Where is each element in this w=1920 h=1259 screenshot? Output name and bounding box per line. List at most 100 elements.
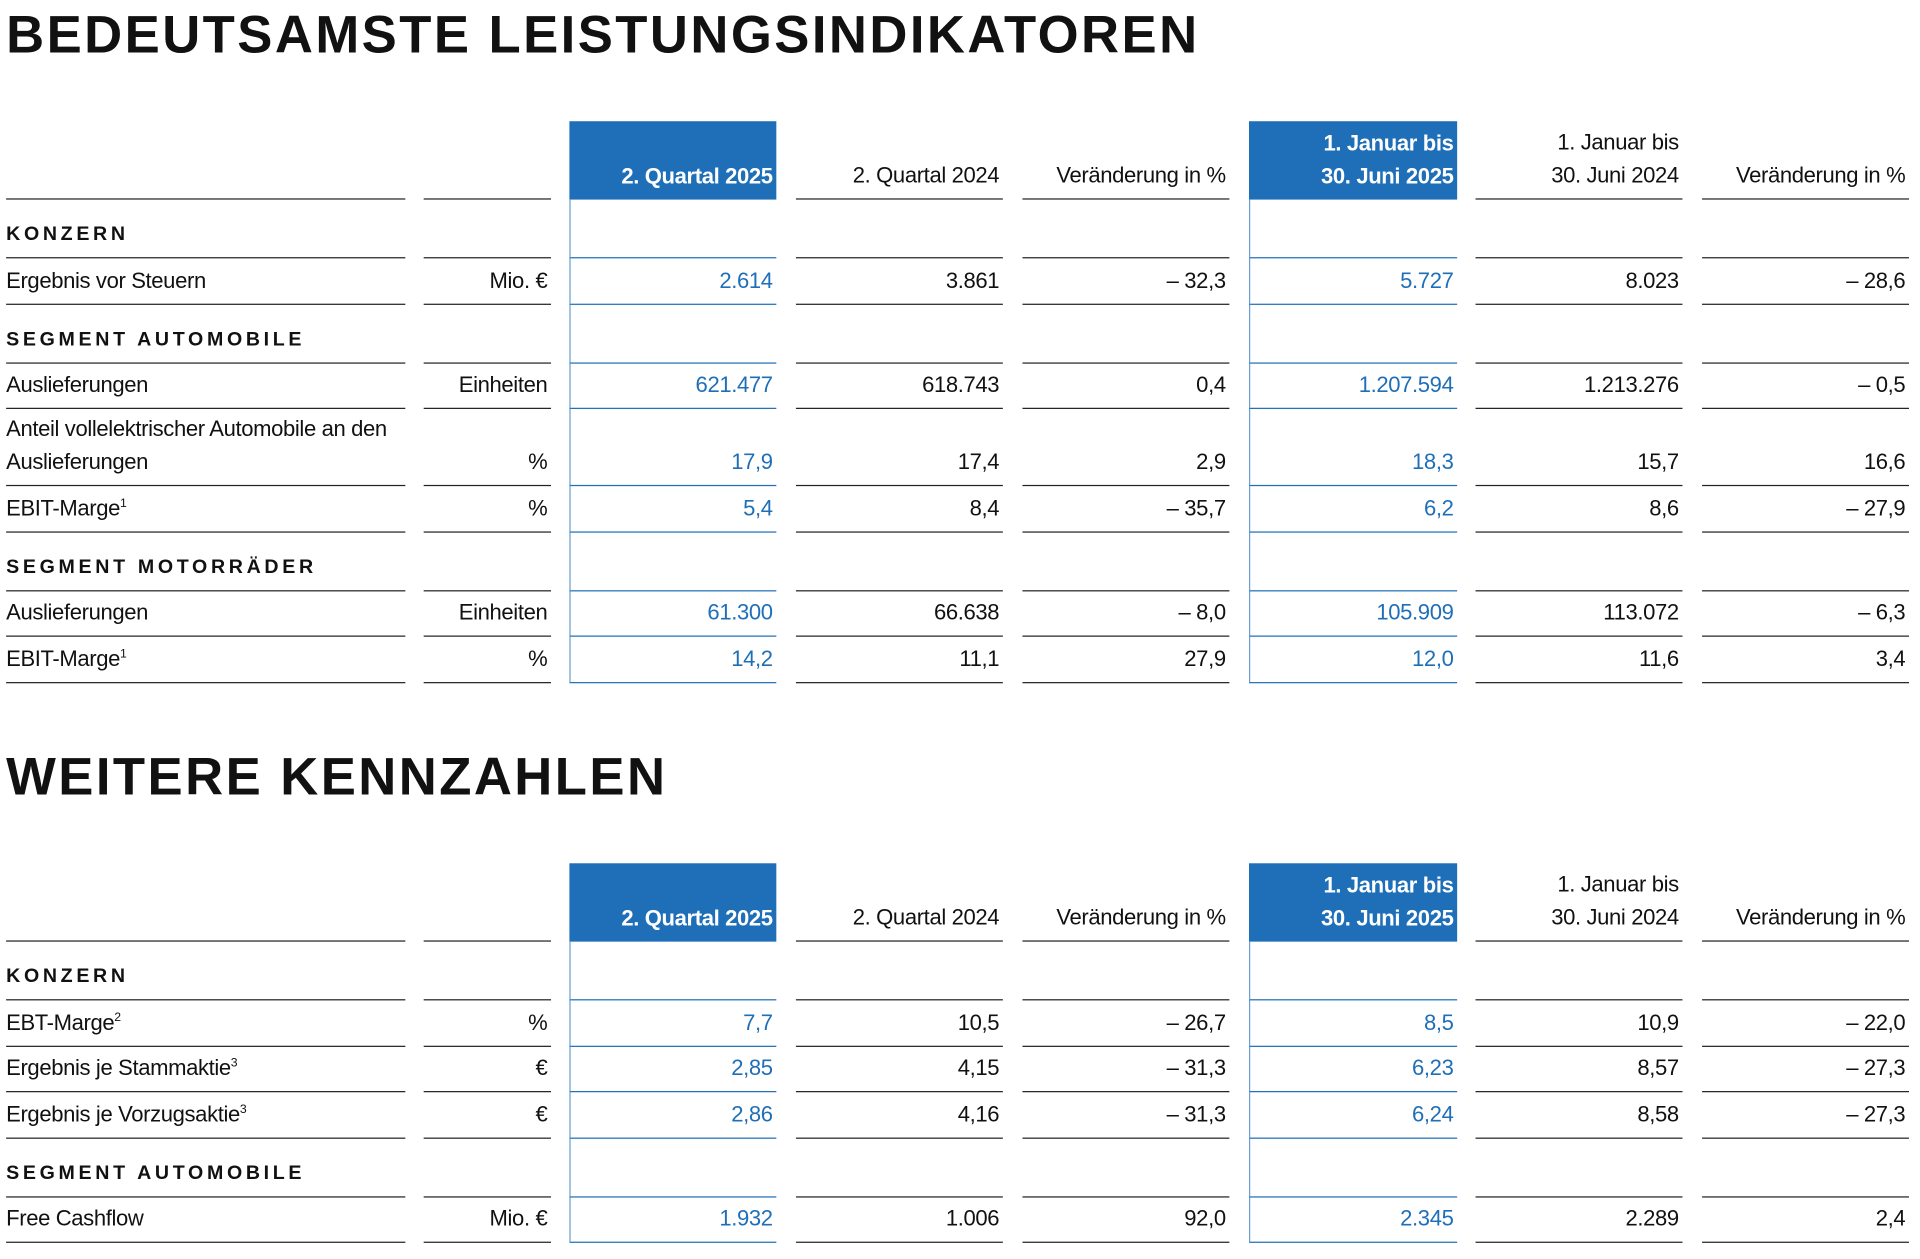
value: 1.006: [945, 1206, 1000, 1231]
header-line: 30. Juni 2024: [1551, 904, 1679, 930]
column-header: 1. Januar bis 30. Juni 2025: [1248, 121, 1458, 200]
table-cell: 17,9: [569, 408, 777, 487]
group-cell: [1248, 199, 1458, 259]
unit: Mio. €: [489, 1206, 548, 1231]
row-label: Ergebnis je Stammaktie3: [6, 1055, 238, 1081]
column-header: [6, 863, 406, 942]
footnote-marker: 1: [120, 647, 127, 661]
value: 27,9: [1184, 645, 1226, 671]
column-header: 2. Quartal 2024: [795, 121, 1003, 200]
table-cell: – 27,3: [1702, 1092, 1909, 1139]
value: 8,4: [969, 495, 1000, 520]
header-line: Veränderung in %: [1735, 162, 1906, 188]
unit: %: [528, 645, 548, 671]
row-label: Auslieferungen: [6, 372, 149, 397]
value: 8,6: [1649, 495, 1679, 520]
table-cell: – 28,6: [1702, 258, 1909, 305]
group-cell: [1022, 200, 1230, 259]
group-cell: [795, 1138, 1003, 1197]
group-cell: SEGMENT MOTORRÄDER: [6, 532, 406, 591]
group-label: SEGMENT AUTOMOBILE: [6, 1162, 306, 1184]
value: 621.477: [695, 372, 773, 397]
group-label: SEGMENT AUTOMOBILE: [6, 328, 306, 350]
group-cell: [1475, 532, 1683, 591]
header-line: 2. Quartal 2025: [621, 164, 773, 189]
group-cell: [423, 1138, 552, 1197]
table-cell: – 22,0: [1702, 1000, 1909, 1047]
unit: Einheiten: [458, 372, 548, 397]
table-cell: 105.909: [1248, 590, 1458, 637]
table-cell: – 32,3: [1022, 258, 1230, 305]
value: 6,23: [1412, 1055, 1454, 1081]
row-label: EBIT-Marge1: [6, 645, 127, 671]
group-cell: [795, 942, 1003, 1001]
value: – 32,3: [1166, 267, 1226, 293]
group-cell: [1475, 304, 1683, 364]
group-cell: [1022, 1138, 1230, 1197]
header-line: 2. Quartal 2024: [852, 904, 1000, 930]
group-cell: [569, 941, 777, 1001]
table-cell: 10,5: [795, 1000, 1003, 1047]
group-cell: [795, 532, 1003, 591]
value: 5.727: [1400, 267, 1454, 293]
header-line: 2. Quartal 2024: [852, 162, 1000, 188]
group-cell: [569, 199, 777, 259]
table-cell: Einheiten: [423, 591, 552, 637]
value: 1.207.594: [1358, 372, 1454, 397]
header-line: 30. Juni 2024: [1551, 162, 1679, 188]
group-cell: [1475, 1138, 1683, 1197]
group-label: KONZERN: [6, 224, 129, 245]
value: 113.072: [1603, 600, 1679, 625]
column-header: 2. Quartal 2025: [569, 863, 777, 942]
table-cell: 8,58: [1475, 1092, 1683, 1139]
table-cell: EBT-Marge2: [6, 1000, 406, 1047]
value: 8,57: [1637, 1055, 1679, 1081]
table-cell: 1.932: [569, 1196, 777, 1243]
value: 11,6: [1638, 645, 1679, 671]
value: 6,2: [1423, 495, 1454, 520]
group-cell: SEGMENT AUTOMOBILE: [6, 304, 406, 364]
table-cell: 14,2: [569, 636, 777, 683]
table-cell: – 31,3: [1022, 1092, 1230, 1139]
row-label: Free Cashflow: [6, 1206, 144, 1231]
group-cell: [1248, 1138, 1458, 1197]
table-cell: – 0,5: [1702, 363, 1909, 409]
table-cell: 113.072: [1475, 591, 1683, 637]
group-cell: [423, 532, 552, 591]
table-cell: 3,4: [1702, 637, 1909, 683]
group-cell: SEGMENT AUTOMOBILE: [6, 1138, 406, 1197]
column-header: Veränderung in %: [1022, 121, 1230, 200]
row-label: Anteil vollelektrischer Automobile an de…: [6, 416, 387, 441]
header-line: 1. Januar bis: [1557, 871, 1679, 897]
table-cell: 2.614: [569, 258, 777, 305]
value: – 27,3: [1846, 1055, 1906, 1081]
table-cell: 1.213.276: [1475, 363, 1683, 409]
table-cell: %: [423, 409, 552, 487]
unit: %: [528, 495, 548, 520]
footnote-marker: 1: [120, 496, 127, 511]
group-cell: [569, 532, 777, 591]
group-label: SEGMENT MOTORRÄDER: [6, 556, 317, 578]
group-cell: [1022, 532, 1230, 591]
table-cell: – 31,3: [1022, 1046, 1230, 1093]
table-cell: %: [423, 637, 552, 683]
row-label: Auslieferungen: [6, 600, 149, 625]
table-cell: Ergebnis je Stammaktie3: [6, 1046, 406, 1093]
header-line: 1. Januar bis: [1557, 129, 1679, 155]
table-cell: Mio. €: [423, 1197, 552, 1243]
footnote-marker: 3: [230, 1056, 238, 1071]
value: 8,5: [1423, 1009, 1454, 1035]
group-cell: [795, 200, 1003, 259]
column-header: 2. Quartal 2024: [795, 863, 1003, 942]
value: 2.345: [1400, 1206, 1454, 1231]
table-cell: 27,9: [1022, 637, 1230, 683]
value: 12,0: [1412, 645, 1454, 671]
footnote-marker: 3: [239, 1102, 247, 1117]
group-cell: [1702, 200, 1909, 259]
table-cell: 618.743: [795, 363, 1003, 409]
column-header: 2. Quartal 2025: [569, 121, 777, 200]
group-cell: [569, 304, 777, 364]
group-cell: [1248, 941, 1458, 1001]
column-header: [423, 863, 552, 942]
table-cell: – 26,7: [1022, 1000, 1230, 1047]
